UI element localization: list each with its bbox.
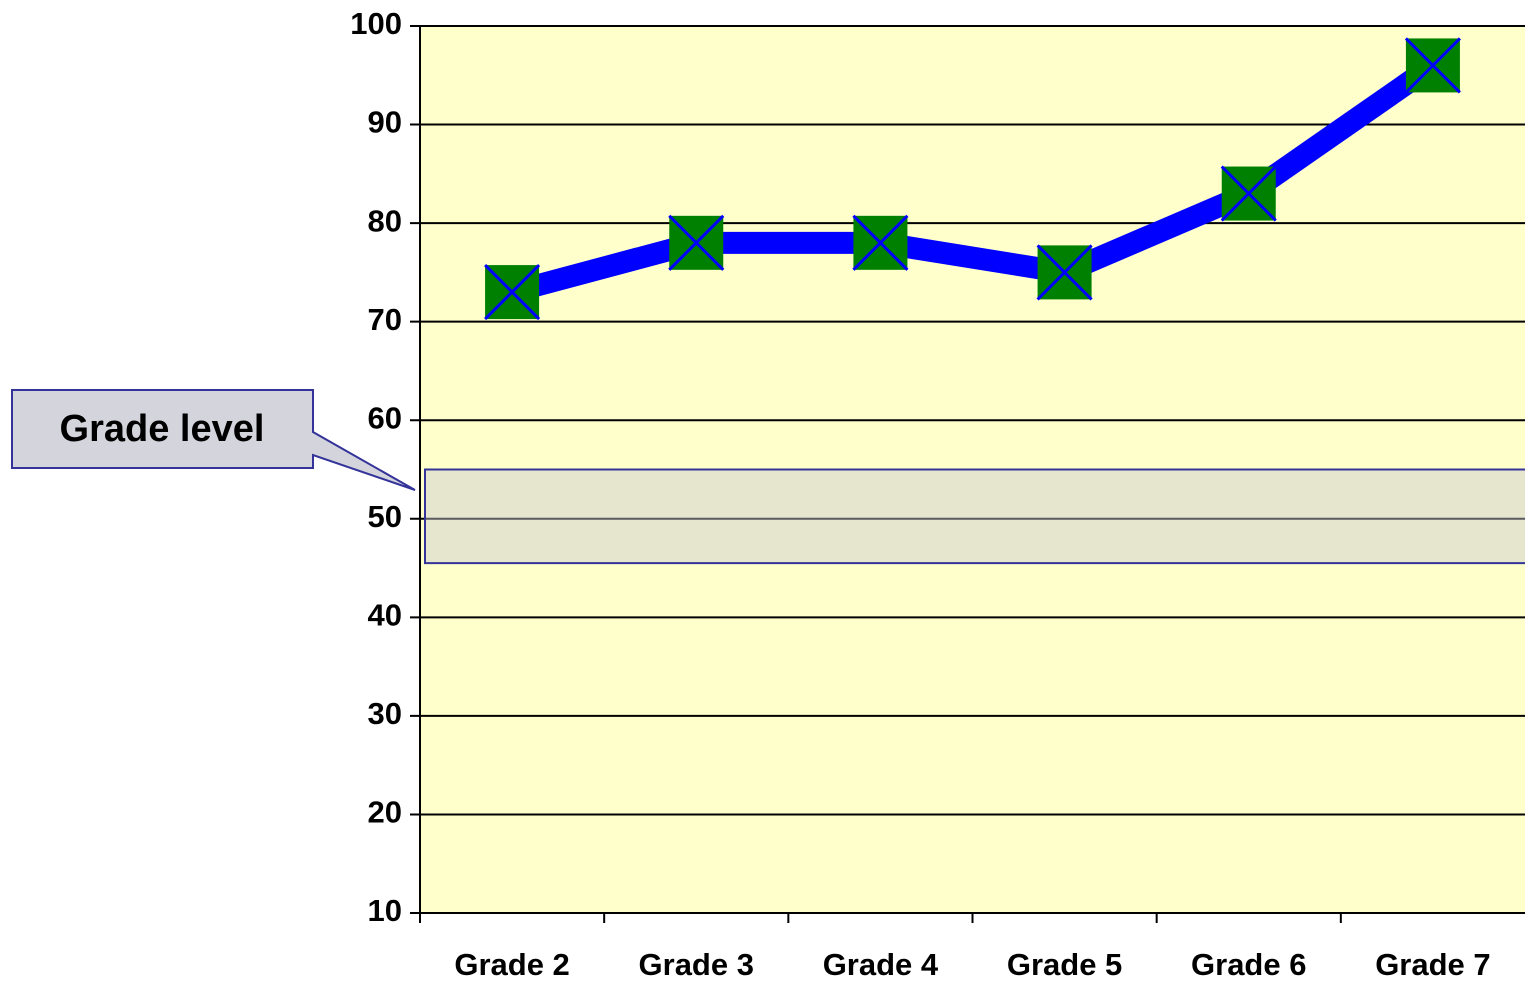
y-tick-label: 70 [368,302,402,337]
y-tick-label: 90 [368,105,402,140]
callout-box [11,389,416,491]
x-tick-label: Grade 3 [639,947,754,982]
marker-part [1036,244,1093,301]
grade-level-band [424,468,1525,565]
y-tick-label: 30 [368,696,402,731]
marker-part [852,214,909,271]
marker [852,214,909,271]
y-tick-label: 60 [368,400,402,435]
x-tick-label: Grade 7 [1375,947,1490,982]
marker-part [1220,165,1277,222]
line [509,56,1440,303]
x-tick-label: Grade 6 [1191,947,1306,982]
y-tick-label: 80 [368,203,402,238]
x-tick-label: Grade 2 [454,947,569,982]
x-tick-label: Grade 5 [1007,947,1122,982]
y-tick-label: 40 [368,598,402,633]
y-tick-label: 100 [350,6,402,41]
y-tick-label: 10 [368,893,402,928]
marker [1220,165,1277,222]
marker [484,264,541,321]
x-tick-label: Grade 4 [823,947,939,982]
marker [668,214,725,271]
marker [1036,244,1093,301]
marker-part [1404,37,1461,94]
marker-part [668,214,725,271]
marker [1404,37,1461,94]
marker-part [484,264,541,321]
callout-text: Grade level [60,408,265,450]
y-tick-label: 20 [368,795,402,830]
y-tick-label: 50 [368,499,402,534]
